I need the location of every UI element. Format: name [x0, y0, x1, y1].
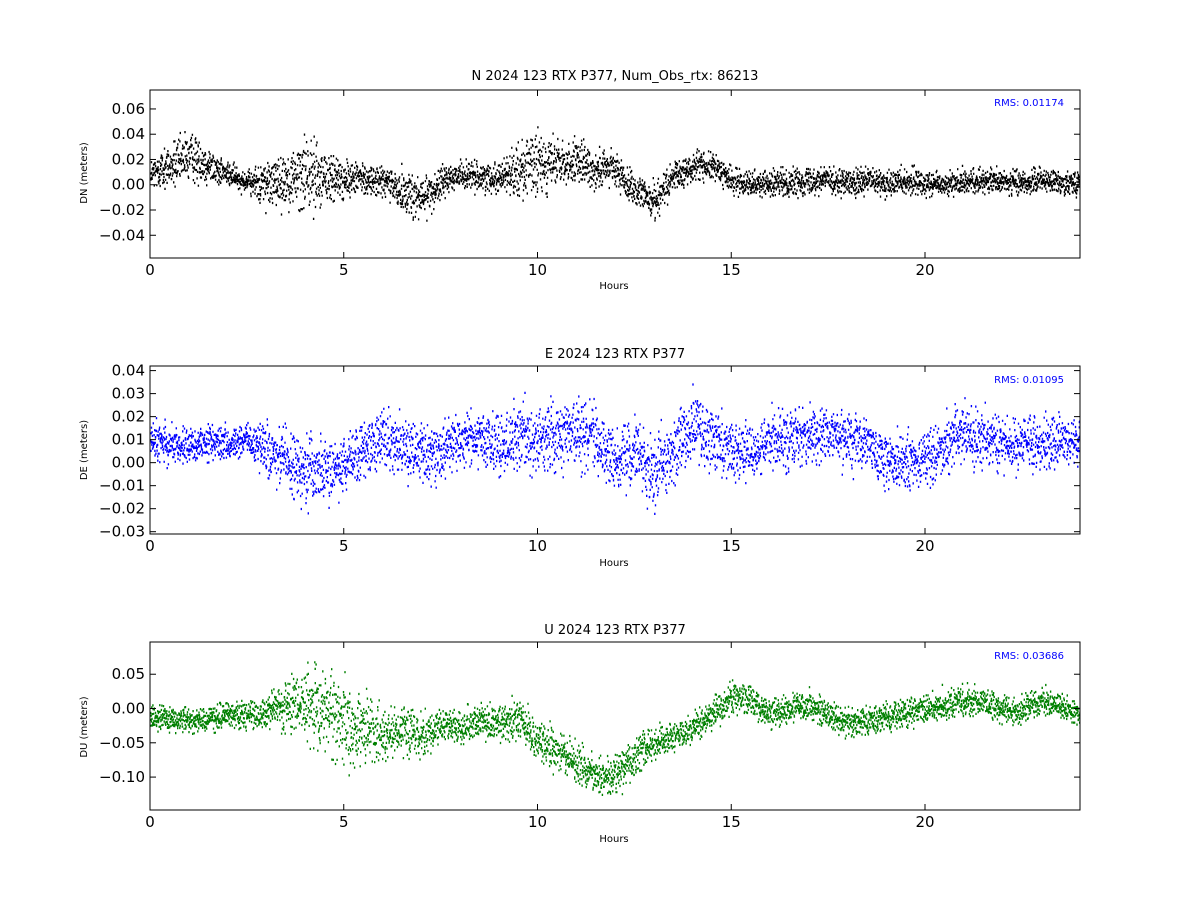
east-y-tick-label: 0.03: [112, 385, 145, 403]
east-y-tick-label: 0.00: [112, 454, 145, 472]
east-x-tick-label: 0: [145, 537, 155, 555]
panel-north: N 2024 123 RTX P377, Num_Obs_rtx: 86213 …: [79, 69, 1081, 292]
east-y-tick-label: −0.01: [99, 477, 145, 495]
up-x-tick-label: 5: [339, 813, 349, 831]
north-x-tick-label: 5: [339, 261, 349, 279]
north-x-tick-label: 15: [722, 261, 741, 279]
north-x-tick-label: 10: [528, 261, 547, 279]
east-data-points: [150, 383, 1080, 515]
north-x-tick-label: 20: [915, 261, 934, 279]
east-rms-annotation: RMS: 0.01095: [994, 375, 1064, 386]
north-x-axis-label: Hours: [599, 281, 628, 292]
north-y-axis-label: DN (meters): [79, 142, 90, 204]
north-rms-annotation: RMS: 0.01174: [994, 98, 1064, 109]
east-y-tick-label: −0.03: [99, 523, 145, 541]
up-y-axis-label: DU (meters): [79, 696, 90, 757]
up-y-tick-label: 0.05: [112, 665, 145, 683]
north-y-tick-label: 0.00: [112, 176, 145, 194]
east-y-tick-label: −0.02: [99, 500, 145, 518]
east-scatter-points: [150, 383, 1080, 515]
east-chart-title: E 2024 123 RTX P377: [545, 347, 685, 362]
east-plot-frame: [149, 365, 1081, 535]
north-x-tick-label: 0: [145, 261, 155, 279]
east-y-tick-label: 0.04: [112, 362, 145, 380]
panel-up: U 2024 123 RTX P377 DU (meters) Hours RM…: [79, 623, 1081, 845]
east-y-tick-label: 0.02: [112, 408, 145, 426]
up-data-points: [150, 661, 1080, 796]
up-x-tick-label: 15: [722, 813, 741, 831]
up-chart-title: U 2024 123 RTX P377: [544, 623, 686, 638]
north-y-tick-label: −0.02: [99, 201, 145, 219]
up-x-tick-label: 20: [915, 813, 934, 831]
north-y-tick-label: −0.04: [99, 226, 145, 244]
north-scatter-points: [150, 126, 1080, 222]
east-x-tick-label: 5: [339, 537, 349, 555]
north-chart-title: N 2024 123 RTX P377, Num_Obs_rtx: 86213: [472, 69, 759, 84]
up-y-tick-label: −0.10: [99, 768, 145, 786]
up-rms-annotation: RMS: 0.03686: [994, 651, 1064, 662]
panel-east: E 2024 123 RTX P377 DE (meters) Hours RM…: [79, 347, 1081, 569]
east-x-tick-label: 20: [915, 537, 934, 555]
up-plot-frame: [149, 641, 1081, 811]
up-x-axis-label: Hours: [599, 834, 628, 845]
north-y-tick-label: 0.06: [112, 100, 145, 118]
up-scatter-points: [150, 661, 1080, 796]
up-x-tick-label: 0: [145, 813, 155, 831]
east-x-tick-label: 15: [722, 537, 741, 555]
up-x-tick-label: 10: [528, 813, 547, 831]
east-x-axis-label: Hours: [599, 558, 628, 569]
east-y-tick-label: 0.01: [112, 431, 145, 449]
north-plot-frame: [149, 89, 1081, 259]
east-y-axis-label: DE (meters): [79, 420, 90, 480]
up-y-tick-label: −0.05: [99, 734, 145, 752]
up-y-tick-label: 0.00: [112, 700, 145, 718]
north-data-points: [150, 126, 1080, 222]
north-y-tick-label: 0.02: [112, 150, 145, 168]
east-x-tick-label: 10: [528, 537, 547, 555]
north-y-tick-label: 0.04: [112, 125, 145, 143]
